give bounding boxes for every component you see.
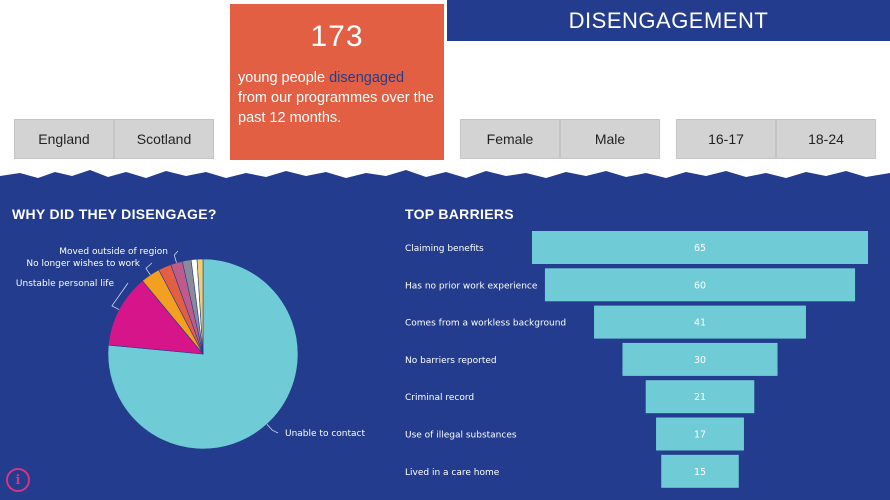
funnel-category-label: No barriers reported	[405, 356, 497, 366]
filter-england-button[interactable]: England	[14, 119, 114, 159]
filter-scotland-button[interactable]: Scotland	[114, 119, 214, 159]
funnel-bar[interactable]	[656, 417, 744, 451]
funnel-value-label: 60	[694, 280, 706, 291]
pie-slice[interactable]	[108, 280, 204, 355]
stat-text-pre: young people	[238, 70, 330, 86]
funnel-bar[interactable]	[645, 380, 755, 414]
funnel-value-label: 17	[694, 430, 706, 441]
pie-label: No longer wishes to work	[26, 259, 140, 269]
filter-age-16-17-button[interactable]: 16-17	[676, 119, 776, 159]
funnel-category-label: Lived in a care home	[405, 468, 500, 478]
pie-leader-line	[111, 282, 129, 310]
filter-age-18-24-button[interactable]: 18-24	[776, 119, 876, 159]
funnel-bar[interactable]	[622, 342, 778, 376]
pie-label: Moved outside of region	[59, 247, 168, 257]
pie-chart: Unable to contact Unstable personal life N…	[16, 247, 365, 450]
pie-leader-line	[145, 262, 153, 276]
funnel-bar[interactable]	[532, 231, 868, 264]
funnel-bar[interactable]	[544, 268, 856, 302]
pie-leader-line	[173, 250, 179, 263]
pie-label: Unable to contact	[285, 429, 365, 439]
pie-slice[interactable]	[196, 258, 204, 355]
stat-description: young people disengaged from our program…	[238, 68, 436, 128]
barriers-funnel-chart: 65 Claiming benefits 60 Has no prior work e…	[405, 231, 868, 488]
pie-label: Unstable personal life	[16, 279, 115, 289]
stat-number: 173	[310, 20, 364, 53]
funnel-category-label: Claiming benefits	[405, 244, 484, 254]
funnel-value-label: 30	[694, 355, 706, 366]
stat-card: 173 young people disengaged from our pro…	[230, 4, 444, 160]
stat-text-post: from our programmes over the past 12 mon…	[238, 90, 434, 126]
funnel-value-label: 15	[694, 467, 706, 478]
filter-male-button[interactable]: Male	[560, 119, 660, 159]
pie-chart-title: WHY DID THEY DISENGAGE?	[12, 206, 217, 222]
funnel-category-label: Has no prior work experience	[405, 281, 538, 291]
info-icon[interactable]: i	[6, 468, 30, 492]
pie-leader-line	[266, 423, 279, 434]
funnel-category-label: Comes from a workless background	[405, 319, 566, 329]
funnel-value-label: 65	[694, 243, 706, 254]
funnel-category-label: Criminal record	[405, 393, 474, 403]
page-title-bar: DISENGAGEMENT	[447, 0, 890, 41]
filter-female-button[interactable]: Female	[460, 119, 560, 159]
stat-text-highlight: disengaged	[329, 70, 405, 86]
page-title: DISENGAGEMENT	[568, 7, 769, 33]
funnel-category-label: Use of illegal substances	[405, 431, 517, 441]
barriers-chart-title: TOP BARRIERS	[405, 206, 514, 222]
pie-slice[interactable]	[107, 258, 299, 450]
funnel-bar[interactable]	[594, 305, 806, 339]
funnel-value-label: 41	[694, 318, 706, 329]
funnel-value-label: 21	[694, 392, 706, 403]
funnel-bar[interactable]	[661, 454, 739, 488]
